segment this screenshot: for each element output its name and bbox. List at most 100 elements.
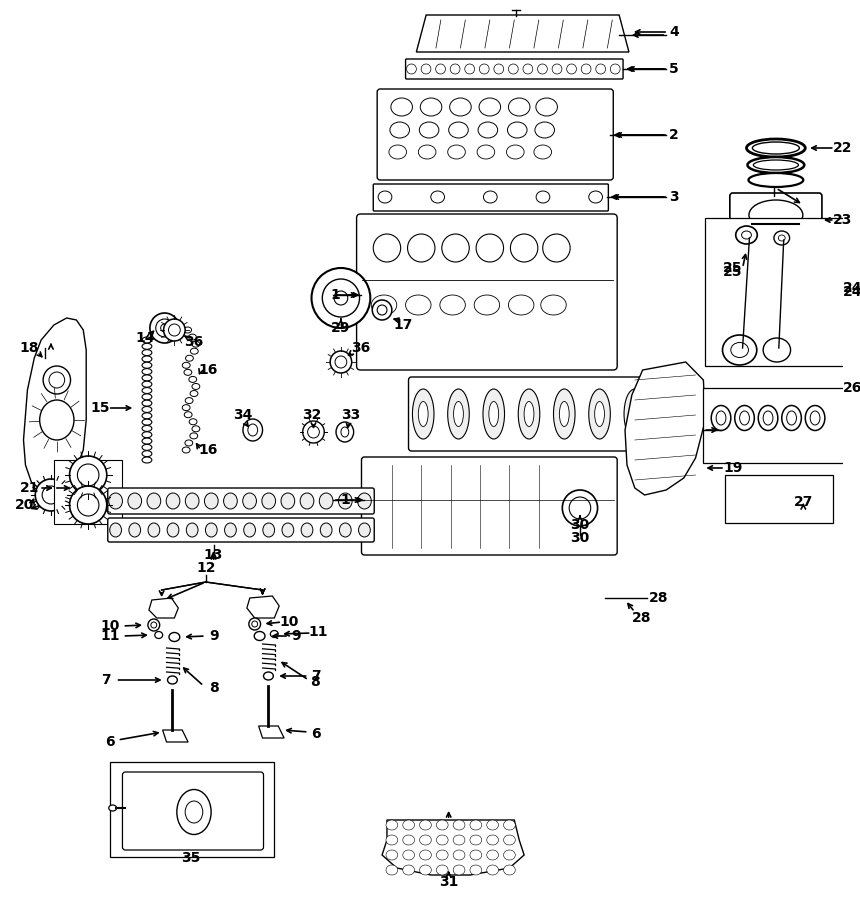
FancyBboxPatch shape [108,518,374,542]
Ellipse shape [747,157,804,173]
Ellipse shape [487,820,499,830]
Ellipse shape [507,122,527,138]
Ellipse shape [562,490,598,526]
Ellipse shape [436,64,445,74]
Text: 25: 25 [723,261,742,275]
Ellipse shape [205,493,218,509]
Ellipse shape [70,486,107,524]
Polygon shape [625,362,705,495]
Ellipse shape [243,523,255,537]
Ellipse shape [487,850,499,860]
Ellipse shape [759,406,777,430]
Text: 18: 18 [20,341,40,355]
Ellipse shape [504,835,515,845]
Ellipse shape [373,234,401,262]
Ellipse shape [746,139,805,157]
Ellipse shape [470,865,482,875]
Ellipse shape [359,523,371,537]
Ellipse shape [567,64,576,74]
Ellipse shape [339,493,352,509]
Ellipse shape [389,145,407,159]
Text: 2: 2 [669,128,679,142]
Ellipse shape [150,313,179,343]
Ellipse shape [319,493,333,509]
Ellipse shape [508,98,530,116]
Text: 10: 10 [280,615,298,629]
Text: 20: 20 [15,498,34,512]
Ellipse shape [464,64,475,74]
Ellipse shape [589,191,603,203]
Ellipse shape [142,343,152,349]
Ellipse shape [166,493,180,509]
Ellipse shape [169,324,181,336]
Ellipse shape [340,523,351,537]
Ellipse shape [70,456,107,494]
Ellipse shape [334,291,347,305]
Text: 34: 34 [233,408,253,422]
Ellipse shape [476,234,504,262]
FancyBboxPatch shape [361,457,617,555]
Ellipse shape [303,421,324,443]
Bar [703,388,860,463]
Ellipse shape [407,64,416,74]
Ellipse shape [581,64,591,74]
Text: 32: 32 [302,408,322,422]
Ellipse shape [187,523,198,537]
Ellipse shape [142,388,152,393]
Text: 26: 26 [843,381,860,395]
Ellipse shape [155,632,163,638]
Ellipse shape [243,493,256,509]
Ellipse shape [763,338,790,362]
Ellipse shape [190,391,198,397]
Ellipse shape [185,801,203,823]
Ellipse shape [589,389,611,439]
Ellipse shape [378,305,387,315]
Ellipse shape [182,447,190,453]
Text: 9: 9 [291,629,301,643]
Ellipse shape [243,419,262,441]
Bar [705,218,857,366]
Text: 11: 11 [309,625,329,639]
Ellipse shape [185,398,193,403]
FancyBboxPatch shape [408,377,649,451]
Ellipse shape [402,820,415,830]
Ellipse shape [630,401,640,427]
Ellipse shape [163,319,185,341]
Ellipse shape [142,400,152,406]
Ellipse shape [150,622,157,628]
Ellipse shape [474,295,500,315]
Ellipse shape [453,401,464,427]
Text: 9: 9 [209,629,218,643]
Ellipse shape [519,389,540,439]
Ellipse shape [372,295,396,315]
Ellipse shape [224,523,237,537]
Ellipse shape [308,426,319,438]
Ellipse shape [142,375,152,381]
Ellipse shape [77,464,99,486]
Ellipse shape [805,406,825,430]
Ellipse shape [148,619,160,631]
Ellipse shape [535,122,555,138]
Text: 8: 8 [310,675,320,689]
Ellipse shape [483,191,497,203]
Ellipse shape [711,406,731,430]
Ellipse shape [436,865,448,875]
Text: 8: 8 [209,681,218,695]
Ellipse shape [248,424,258,436]
Ellipse shape [554,389,575,439]
Ellipse shape [192,383,200,390]
FancyBboxPatch shape [730,193,822,254]
Ellipse shape [270,631,279,637]
Ellipse shape [390,122,409,138]
Ellipse shape [507,145,524,159]
Ellipse shape [402,835,415,845]
Ellipse shape [504,820,515,830]
Text: 21: 21 [20,481,40,495]
Text: 19: 19 [723,461,742,475]
Ellipse shape [453,820,465,830]
Ellipse shape [536,98,557,116]
Text: 7: 7 [101,673,111,687]
Ellipse shape [774,231,789,245]
Ellipse shape [188,334,196,340]
Bar [110,762,274,857]
